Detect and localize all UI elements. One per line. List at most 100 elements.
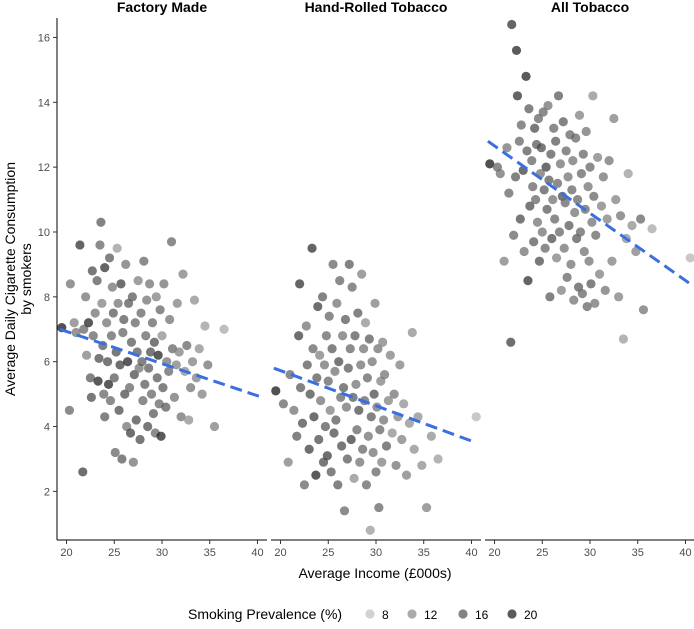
data-point [554, 227, 565, 237]
data-point [560, 198, 570, 208]
data-point [114, 405, 124, 415]
data-point [138, 395, 148, 406]
data-point [309, 412, 319, 422]
data-point [305, 389, 315, 399]
data-point [97, 298, 107, 308]
data-point [510, 172, 521, 182]
data-point [541, 162, 551, 172]
data-point [197, 389, 207, 399]
data-point [143, 421, 153, 432]
data-point [356, 360, 366, 370]
data-point [107, 282, 117, 292]
legend-label: 8 [382, 608, 389, 622]
data-point [145, 347, 156, 357]
data-point [139, 256, 149, 266]
x-tick-label: 35 [204, 547, 216, 559]
data-point [407, 327, 417, 338]
x-tick-label: 35 [632, 547, 644, 559]
data-point [308, 344, 318, 354]
data-point [100, 412, 110, 422]
data-point [191, 373, 201, 383]
legend-title: Smoking Prevalence (%) [188, 606, 342, 622]
data-point [289, 405, 299, 415]
data-point [539, 185, 549, 195]
data-point [278, 399, 289, 409]
data-point [301, 321, 311, 331]
data-point [292, 431, 302, 441]
data-point [93, 376, 103, 386]
data-point [133, 276, 143, 286]
data-point [332, 298, 342, 308]
data-point [83, 318, 94, 328]
data-point [368, 447, 378, 458]
data-point [604, 156, 614, 166]
data-point [334, 357, 344, 367]
y-tick-label: 6 [44, 357, 50, 369]
data-point [521, 71, 531, 81]
data-point [551, 253, 562, 263]
data-point [365, 525, 375, 535]
data-point [538, 107, 548, 117]
data-point [314, 434, 324, 445]
x-tick-label: 20 [60, 547, 72, 559]
data-point [304, 444, 314, 454]
data-point [200, 321, 210, 331]
data-point [421, 502, 432, 513]
data-point [609, 113, 619, 124]
data-point [509, 230, 519, 240]
data-point [324, 311, 334, 321]
points [57, 217, 229, 477]
data-point [631, 246, 641, 257]
data-point [618, 334, 629, 344]
data-point [302, 360, 312, 370]
data-point [119, 314, 129, 325]
data-point [502, 143, 512, 153]
data-point [64, 405, 75, 415]
data-point [151, 292, 161, 302]
data-point [546, 149, 556, 159]
data-point [515, 214, 525, 224]
legend-key [407, 609, 417, 619]
data-point [568, 156, 578, 166]
data-point [146, 389, 157, 399]
data-point [343, 363, 353, 373]
data-point [575, 227, 586, 237]
data-point [377, 457, 387, 467]
data-point [514, 136, 524, 146]
data-point [564, 220, 574, 231]
data-point [593, 152, 603, 163]
x-tick-label: 30 [370, 547, 382, 559]
points [271, 243, 481, 535]
data-point [647, 224, 657, 234]
data-point [153, 350, 163, 360]
data-point [548, 194, 558, 205]
data-point [558, 117, 568, 127]
panel-title: Hand-Rolled Tobacco [305, 0, 448, 15]
y-tick-label: 2 [44, 486, 50, 498]
data-point [182, 340, 192, 351]
data-point [547, 233, 557, 244]
data-point [582, 301, 592, 312]
data-point [499, 256, 509, 266]
data-point [511, 45, 522, 56]
data-point [172, 298, 182, 308]
data-point [611, 194, 621, 205]
data-point [495, 169, 505, 179]
x-tick-label: 20 [274, 547, 286, 559]
x-tick-label: 20 [488, 547, 500, 559]
data-point [591, 230, 601, 240]
data-point [433, 454, 443, 464]
data-point [337, 331, 348, 341]
data-point [152, 373, 162, 383]
data-point [86, 392, 96, 402]
data-point [140, 379, 150, 389]
data-point [319, 360, 330, 370]
panel-title: All Tobacco [551, 0, 629, 15]
data-point [391, 460, 401, 471]
data-point [156, 431, 166, 441]
data-point [567, 185, 577, 195]
data-point [638, 305, 649, 315]
x-tick-label: 25 [108, 547, 120, 559]
data-point [553, 91, 564, 101]
